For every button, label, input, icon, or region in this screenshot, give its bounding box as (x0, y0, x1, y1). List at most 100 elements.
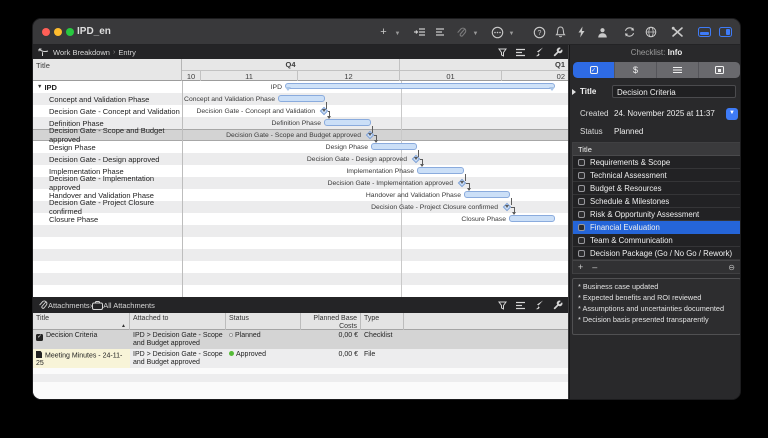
item-checkbox[interactable] (578, 158, 585, 166)
sync-icon[interactable] (623, 24, 636, 40)
attach-icon[interactable] (455, 24, 468, 40)
gantt-row[interactable] (33, 105, 568, 117)
task-bar[interactable] (278, 95, 325, 102)
attachments-column-header[interactable]: Attached to (130, 313, 226, 330)
add-chevron-icon[interactable]: ▼ (394, 31, 401, 37)
money-tab[interactable]: $ (615, 62, 657, 78)
gantt-row[interactable] (33, 189, 568, 201)
zoom-window-button[interactable] (66, 28, 74, 36)
column-divider[interactable] (182, 81, 183, 297)
item-checkbox[interactable] (578, 249, 585, 257)
gantt-row[interactable] (33, 213, 568, 225)
align-icon[interactable] (516, 301, 526, 310)
align-icon[interactable] (516, 48, 526, 57)
checklist-item[interactable]: Decision Package (Go / No Go / Rework) (573, 247, 740, 260)
task-bar[interactable] (371, 143, 417, 150)
gantt-row[interactable] (33, 129, 568, 141)
item-checkbox[interactable] (578, 197, 585, 205)
attachment-row[interactable]: ✓ Decision Criteria IPD > Decision Gate - … (33, 330, 568, 349)
gantt-row[interactable] (33, 117, 568, 129)
disclosure-icon[interactable] (572, 89, 576, 95)
title-field[interactable]: Decision Criteria (612, 85, 736, 98)
task-title-cell[interactable]: Concept and Validation Phase (33, 93, 182, 105)
filter-icon[interactable] (498, 301, 507, 310)
item-checkbox[interactable] (578, 223, 585, 231)
task-title-cell[interactable]: Decision Gate - Scope and Budget approve… (33, 126, 182, 144)
add-icon[interactable]: + (380, 25, 387, 38)
checklist-tab[interactable]: ✓ (573, 62, 615, 78)
more-chevron-icon[interactable]: ▼ (508, 31, 515, 37)
gantt-row[interactable] (33, 141, 568, 153)
attachments-column-header[interactable]: Type (361, 313, 404, 330)
task-title-cell[interactable]: Decision Gate - Implementation approved (33, 174, 182, 192)
close-window-button[interactable] (42, 28, 50, 36)
attach-chevron-icon[interactable]: ▼ (472, 31, 479, 37)
task-bar[interactable] (464, 191, 510, 198)
view-breadcrumb-left[interactable]: Work Breakdown (53, 47, 110, 57)
checklist-item[interactable]: Requirements & Scope (573, 156, 740, 169)
checklist-item[interactable]: Financial Evaluation (573, 221, 740, 234)
attachments-column-header[interactable]: Status (226, 313, 301, 330)
indent-icon[interactable] (413, 24, 426, 40)
gantt-row[interactable] (33, 153, 568, 165)
list-tab[interactable] (657, 62, 699, 78)
attachments-breadcrumb[interactable]: Attachments (48, 300, 90, 310)
checklist-item[interactable]: Technical Assessment (573, 169, 740, 182)
outline-icon[interactable] (434, 24, 447, 40)
gantt-row[interactable] (33, 177, 568, 189)
task-bar[interactable] (324, 119, 371, 126)
task-title-cell[interactable]: Design Phase (33, 141, 182, 153)
task-title-cell[interactable]: Definition Phase (33, 117, 182, 129)
wrench-icon[interactable] (553, 300, 563, 310)
title-column-header[interactable]: Title (33, 59, 182, 81)
wrench-icon[interactable] (553, 47, 563, 57)
task-title-cell[interactable]: Decision Gate - Design approved (33, 153, 182, 165)
bottom-panel-icon[interactable] (698, 24, 711, 40)
summary-bar[interactable] (285, 83, 555, 91)
notes-box[interactable]: * Business case updated * Expected benefi… (572, 278, 740, 335)
task-bar[interactable] (509, 215, 555, 222)
item-checkbox[interactable] (578, 184, 585, 192)
checklist-item[interactable]: Budget & Resources (573, 182, 740, 195)
task-title-cell[interactable]: Implementation Phase (33, 165, 182, 177)
tools-icon[interactable] (671, 24, 684, 40)
svg-text:?: ? (538, 30, 542, 37)
checklist-item[interactable]: Team & Communication (573, 234, 740, 247)
view-breadcrumb-right[interactable]: Entry (118, 47, 136, 57)
user-icon[interactable] (596, 24, 609, 40)
right-panel-icon[interactable] (719, 24, 732, 40)
task-title-cell[interactable]: ▼ IPD (33, 81, 182, 93)
attachments-column-header[interactable]: Title ▲ (33, 313, 130, 330)
globe-icon[interactable] (644, 24, 657, 40)
brush-icon[interactable] (535, 47, 544, 57)
created-value[interactable]: 24. November 2025 at 11:37 (614, 109, 715, 118)
help-circle-icon[interactable]: ? (533, 24, 546, 40)
task-title-cell[interactable]: Decision Gate - Concept and Validation (33, 105, 182, 117)
item-checkbox[interactable] (578, 236, 585, 244)
item-checkbox[interactable] (578, 171, 585, 179)
checklist-item[interactable]: Schedule & Milestones (573, 195, 740, 208)
calendar-tab[interactable] (699, 62, 740, 78)
expander-icon[interactable]: ▼ (37, 84, 43, 90)
task-title-cell[interactable]: Closure Phase (33, 213, 182, 225)
gantt-row[interactable] (33, 201, 568, 213)
more-circle-icon[interactable] (491, 24, 504, 40)
minimize-window-button[interactable] (54, 28, 62, 36)
filter-menu-icon[interactable]: ⊖ (728, 262, 735, 272)
bell-icon[interactable] (554, 24, 567, 40)
view-icon[interactable] (38, 48, 49, 57)
add-item-button[interactable]: + (578, 262, 584, 272)
filter-icon[interactable] (498, 48, 507, 57)
created-dropdown-button[interactable]: ▼ (726, 107, 738, 120)
attachments-column-header[interactable]: Planned Base Costs (301, 313, 361, 330)
item-checkbox[interactable] (578, 210, 585, 218)
all-attachments-label[interactable]: All Attachments (103, 300, 155, 310)
checklist-item[interactable]: Risk & Opportunity Assessment (573, 208, 740, 221)
remove-item-button[interactable]: – (592, 262, 598, 272)
flash-icon[interactable] (575, 24, 588, 40)
task-bar[interactable] (417, 167, 464, 174)
task-title-cell[interactable]: Handover and Validation Phase (33, 189, 182, 201)
attachment-row[interactable]: Meeting Minutes - 24-11-25 IPD > Decision… (33, 349, 568, 368)
brush-icon[interactable] (535, 300, 544, 310)
task-title-cell[interactable]: Decision Gate - Project Closure confirme… (33, 198, 182, 216)
